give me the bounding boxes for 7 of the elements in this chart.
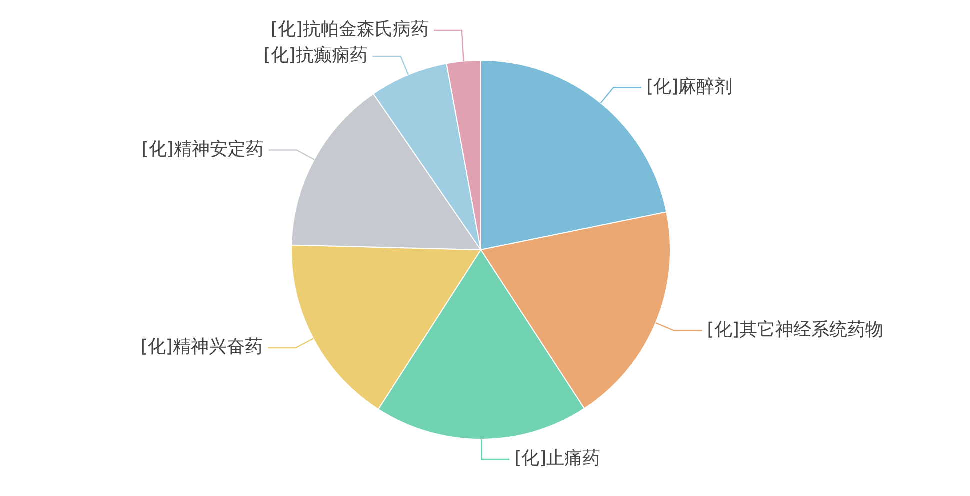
slice-label: [化]其它神经系统药物 bbox=[707, 319, 884, 340]
slice-label: [化]抗癫痫药 bbox=[264, 45, 368, 66]
slice-label: [化]精神安定药 bbox=[142, 138, 264, 160]
slice-label: [化]抗帕金森氏病药 bbox=[270, 19, 429, 40]
slice-label: [化]止痛药 bbox=[514, 448, 601, 470]
slice-label: [化]精神兴奋药 bbox=[140, 336, 263, 358]
slice-label: [化]麻醉剂 bbox=[646, 76, 733, 98]
